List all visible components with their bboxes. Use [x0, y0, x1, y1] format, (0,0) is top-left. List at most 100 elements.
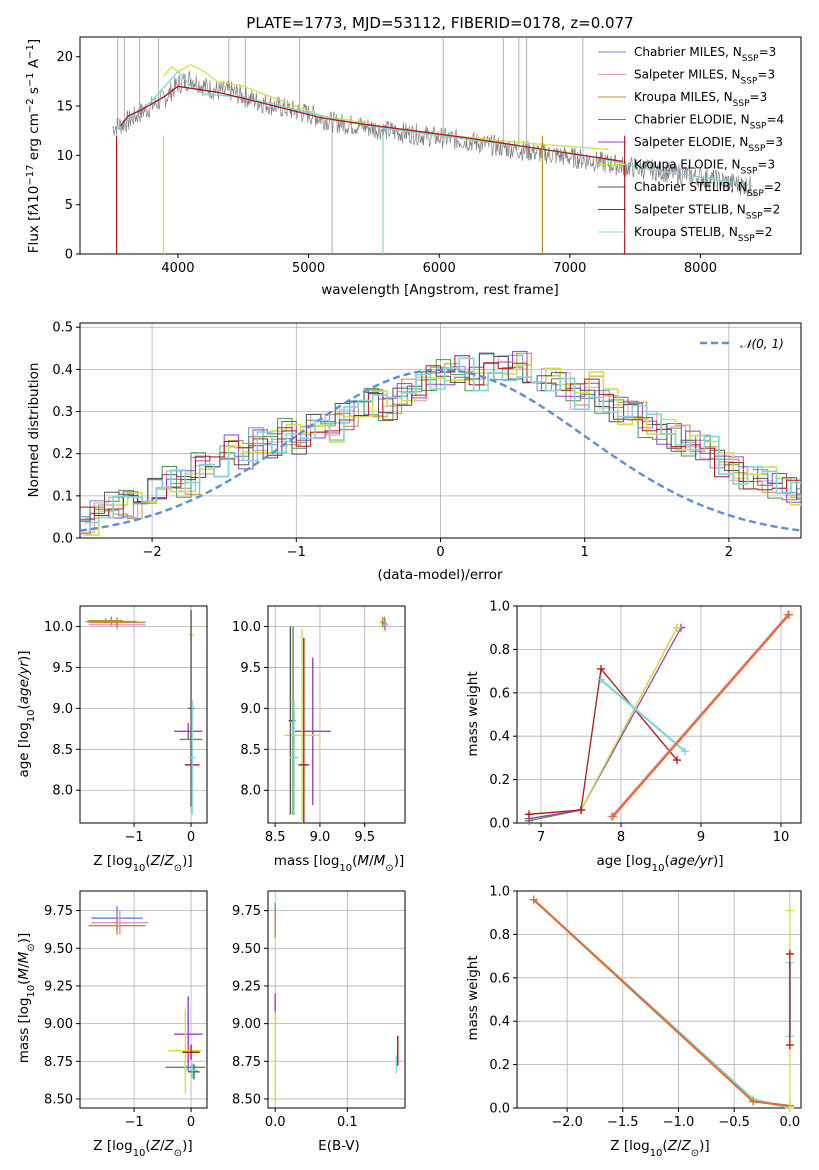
legend-count: =2	[764, 180, 782, 194]
axis-label-part: A	[26, 58, 42, 72]
x-tick-label: 1	[581, 545, 589, 560]
weight-point-marker	[609, 812, 617, 821]
axis-label-part: age [log	[16, 722, 32, 777]
weight-point-marker	[529, 895, 538, 904]
y-tick-label: 0.6	[489, 971, 510, 986]
x-tick-label: 0.0	[780, 1115, 801, 1130]
axis-label-part: mass [log	[16, 998, 32, 1064]
plot-frame	[516, 890, 802, 1109]
axis-label-part: (	[145, 1138, 150, 1154]
legend-text: Salpeter MILES, N	[634, 68, 741, 82]
weight-series-line	[528, 627, 678, 815]
y-tick-label: 9.0	[52, 702, 73, 717]
y-axis-label: Normed distribution	[26, 363, 42, 498]
legend-sub: SSP	[746, 212, 763, 222]
y-tick-label: 0.4	[52, 363, 73, 378]
y-tick-label: 0.1	[52, 489, 73, 504]
axis-label-part: )]	[182, 1138, 193, 1154]
axis-label-part: )]	[699, 1138, 710, 1154]
axis-label-part: −1	[25, 44, 36, 59]
errorbar-plot-area	[284, 616, 388, 823]
weight-point-marker	[597, 664, 605, 673]
axis-label-part: s	[26, 87, 42, 98]
plot-frame	[79, 890, 208, 1109]
x-tick-label: 9	[697, 830, 705, 845]
x-tick-label: 0	[187, 830, 195, 845]
legend-entry: Chabrier STELIB, NSSP=2	[634, 180, 782, 199]
residual-histogram	[80, 355, 801, 533]
axis-label-part: M	[16, 968, 32, 980]
y-tick-label: 0.2	[52, 447, 73, 462]
x-tick-label: 6000	[423, 261, 456, 276]
axis-label-part: Z [log	[93, 853, 132, 869]
weight-vs-metallicity-panel: −2.0 −1.5 −1.0 −0.5 0.0 0.0 0.2 0.4 0.6 0.8 1.0 Z […	[465, 885, 802, 1159]
axis-label-part: ⊙	[26, 943, 37, 951]
axis-label-part: )]	[394, 853, 405, 869]
y-tick-label: 0.3	[52, 405, 73, 420]
axis-label-part: Z [log	[610, 1138, 649, 1154]
legend-sub: SSP	[733, 99, 750, 109]
axis-label-part: ⊙	[691, 1148, 699, 1159]
axis-label-part: )]	[16, 650, 32, 661]
legend-text: Chabrier STELIB, N	[634, 180, 747, 194]
legend-sub: SSP	[741, 77, 758, 87]
axis-label-part: /	[16, 963, 32, 968]
y-tick-label: 20	[56, 50, 73, 65]
axis-label-part: ⊙	[174, 1148, 182, 1159]
y-tick-label: 10.0	[232, 620, 261, 635]
axis-label-part: 10	[26, 985, 37, 998]
x-tick-label: −2	[143, 545, 162, 560]
y-tick-label: 9.50	[44, 942, 73, 957]
y-tick-label: 10	[56, 149, 73, 164]
x-axis-label: wavelength [Angstrom, rest frame]	[321, 282, 559, 298]
axis-label-part: 10	[650, 1148, 663, 1159]
legend-entry: Chabrier ELODIE, NSSP=4	[634, 113, 784, 132]
weight-series-line	[610, 614, 788, 817]
spectrum-title: PLATE=1773, MJD=53112, FIBERID=0178, z=0…	[246, 14, 633, 32]
plot-frame	[516, 605, 802, 824]
axis-label-part: mass [log	[274, 853, 340, 869]
y-tick-label: 9.00	[232, 1017, 261, 1032]
y-tick-label: 8.5	[52, 743, 73, 758]
x-tick-label: 10	[773, 830, 790, 845]
axis-label-part: age/yr	[16, 660, 32, 705]
axis-label-part: /	[160, 853, 165, 869]
plot-frame	[79, 322, 802, 539]
axis-label-part: (	[662, 1138, 667, 1154]
axis-label: Flux [fλ10−17 erg cm−2 s−1 A−1]	[25, 39, 43, 253]
errorbar-plot-area	[274, 903, 399, 1102]
legend-count: =3	[750, 90, 768, 104]
legend-sub: SSP	[742, 54, 759, 64]
y-tick-label: 8.50	[232, 1092, 261, 1107]
axis-label-part: (	[664, 853, 669, 869]
axis-label-part: (	[16, 704, 32, 709]
x-tick-label: 7000	[553, 261, 586, 276]
axis-label-part: age/yr	[670, 853, 715, 869]
weight-point-marker	[749, 1097, 758, 1106]
normal-distribution-curve	[80, 368, 801, 532]
weight-series-line	[600, 678, 686, 753]
legend-count: =4	[766, 113, 784, 127]
weight-series-line	[532, 898, 791, 1110]
axis-label-part: −1	[25, 72, 36, 87]
x-tick-label: 5000	[292, 261, 325, 276]
weight-series-line	[533, 899, 790, 1107]
axis-label-part: M	[374, 853, 386, 869]
axis-label: age [log10(age/yr)]	[16, 650, 37, 777]
weight-point-marker	[681, 747, 689, 756]
x-tick-label: −2.0	[551, 1115, 583, 1130]
spectrum-plot-area	[112, 37, 756, 254]
axis-label-part: Flux [f	[26, 210, 42, 254]
mass-vs-metallicity-panel: −1 08.508.759.009.259.509.75Z [log10(Z/Z⊙…	[16, 890, 208, 1159]
axis-label-part: 10	[26, 186, 42, 203]
axis-label-part: /	[160, 1138, 165, 1154]
legend-entry: Chabrier MILES, NSSP=3	[634, 45, 776, 64]
axis-label-part: 10	[339, 863, 352, 874]
x-tick-label: 2	[725, 545, 733, 560]
x-tick-label: 0.0	[265, 1115, 286, 1130]
axis-label-part: /	[677, 1138, 682, 1154]
axis-label-part: 10	[652, 863, 665, 874]
y-tick-label: 0.0	[489, 1102, 510, 1117]
